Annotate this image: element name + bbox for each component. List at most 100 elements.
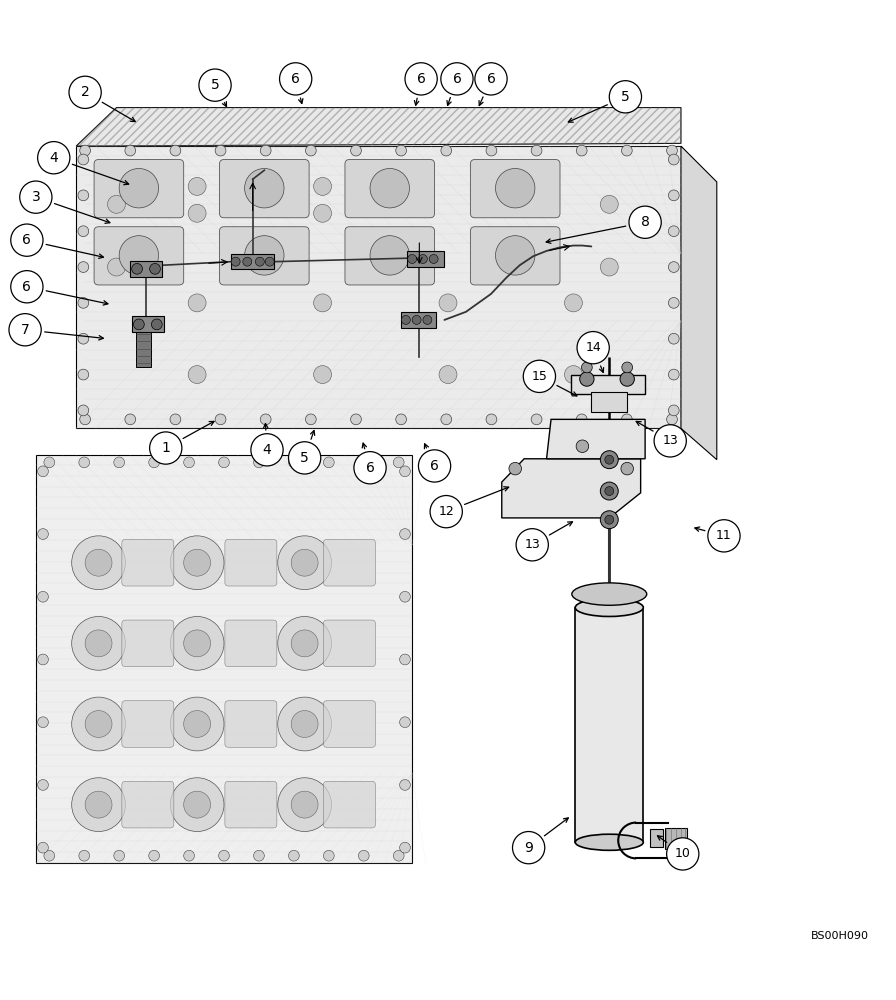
Circle shape — [184, 791, 211, 818]
Circle shape — [441, 63, 473, 95]
Circle shape — [531, 414, 542, 425]
Text: 8: 8 — [641, 215, 650, 229]
Circle shape — [358, 457, 369, 468]
Circle shape — [78, 190, 89, 201]
FancyBboxPatch shape — [323, 539, 375, 586]
Circle shape — [577, 332, 609, 364]
Circle shape — [600, 258, 618, 276]
Circle shape — [600, 511, 618, 529]
Circle shape — [667, 145, 677, 156]
Circle shape — [78, 298, 89, 308]
Circle shape — [600, 195, 618, 213]
FancyBboxPatch shape — [220, 160, 309, 218]
Circle shape — [668, 298, 679, 308]
Text: 11: 11 — [716, 529, 732, 542]
Circle shape — [400, 717, 410, 728]
Circle shape — [314, 204, 332, 222]
Circle shape — [605, 455, 614, 464]
Text: 5: 5 — [300, 451, 309, 465]
Polygon shape — [76, 146, 681, 428]
Circle shape — [393, 850, 404, 861]
Polygon shape — [547, 419, 645, 459]
Polygon shape — [36, 455, 412, 863]
Circle shape — [600, 482, 618, 500]
Circle shape — [72, 778, 125, 832]
Text: 7: 7 — [21, 323, 30, 337]
FancyBboxPatch shape — [225, 539, 277, 586]
Circle shape — [408, 254, 417, 263]
Bar — [407, 251, 444, 267]
Circle shape — [323, 457, 334, 468]
Circle shape — [170, 697, 224, 751]
Circle shape — [80, 414, 90, 425]
Circle shape — [400, 654, 410, 665]
Circle shape — [412, 315, 421, 324]
Text: 6: 6 — [430, 459, 439, 473]
Circle shape — [668, 226, 679, 237]
Circle shape — [85, 549, 112, 576]
Circle shape — [149, 850, 159, 861]
FancyBboxPatch shape — [225, 620, 277, 667]
Text: 14: 14 — [585, 341, 601, 354]
FancyBboxPatch shape — [470, 227, 560, 285]
Circle shape — [667, 838, 699, 870]
FancyBboxPatch shape — [225, 781, 277, 828]
Circle shape — [38, 654, 48, 665]
Circle shape — [188, 366, 206, 384]
Circle shape — [667, 414, 677, 425]
Circle shape — [80, 145, 90, 156]
Circle shape — [354, 452, 386, 484]
Circle shape — [44, 850, 55, 861]
Text: 6: 6 — [22, 233, 31, 247]
Text: 12: 12 — [438, 505, 454, 518]
Circle shape — [78, 262, 89, 272]
Circle shape — [423, 315, 432, 324]
Circle shape — [170, 536, 224, 590]
Circle shape — [350, 414, 361, 425]
Circle shape — [184, 549, 211, 576]
Circle shape — [78, 154, 89, 165]
Circle shape — [370, 168, 409, 208]
Circle shape — [170, 616, 224, 670]
Circle shape — [400, 780, 410, 790]
Circle shape — [400, 466, 410, 477]
Circle shape — [215, 414, 226, 425]
Circle shape — [254, 850, 264, 861]
Circle shape — [708, 520, 740, 552]
Circle shape — [358, 850, 369, 861]
Circle shape — [668, 262, 679, 272]
Circle shape — [38, 717, 48, 728]
Circle shape — [323, 850, 334, 861]
Circle shape — [11, 271, 43, 303]
Circle shape — [523, 360, 556, 392]
Bar — [650, 829, 663, 847]
Circle shape — [531, 145, 542, 156]
Circle shape — [278, 778, 332, 832]
Bar — [575, 608, 643, 842]
FancyBboxPatch shape — [122, 781, 174, 828]
Circle shape — [38, 529, 48, 539]
Circle shape — [79, 850, 90, 861]
Circle shape — [441, 414, 452, 425]
Text: 6: 6 — [487, 72, 495, 86]
Circle shape — [495, 236, 535, 275]
Circle shape — [396, 414, 407, 425]
Circle shape — [78, 226, 89, 237]
Circle shape — [261, 145, 271, 156]
Circle shape — [188, 294, 206, 312]
Circle shape — [400, 591, 410, 602]
Circle shape — [564, 366, 582, 384]
Text: BS00H090: BS00H090 — [811, 931, 869, 941]
Circle shape — [622, 414, 633, 425]
Circle shape — [20, 181, 52, 213]
Circle shape — [486, 414, 496, 425]
Circle shape — [564, 294, 582, 312]
Circle shape — [439, 366, 457, 384]
Circle shape — [184, 711, 211, 737]
Bar — [136, 332, 151, 367]
Circle shape — [516, 529, 548, 561]
FancyBboxPatch shape — [94, 227, 184, 285]
Circle shape — [125, 145, 135, 156]
Circle shape — [245, 168, 284, 208]
Text: 6: 6 — [291, 72, 300, 86]
